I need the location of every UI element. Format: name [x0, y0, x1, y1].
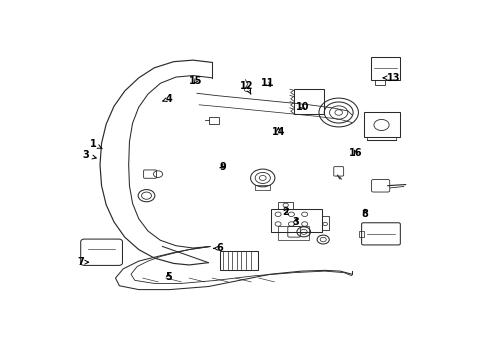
Bar: [294, 89, 324, 114]
Bar: [322, 216, 329, 230]
Text: 9: 9: [219, 162, 226, 172]
Text: 3: 3: [82, 150, 96, 161]
Text: 13: 13: [383, 73, 400, 83]
Text: 15: 15: [189, 76, 203, 86]
Text: 3: 3: [292, 217, 299, 227]
Bar: [278, 202, 294, 209]
Text: 6: 6: [214, 243, 223, 253]
Bar: [364, 112, 399, 138]
Text: 12: 12: [240, 81, 253, 94]
Text: 4: 4: [163, 94, 173, 104]
Text: 2: 2: [282, 207, 289, 217]
Bar: [359, 231, 364, 237]
Text: 11: 11: [261, 78, 274, 89]
Text: 1: 1: [90, 139, 102, 149]
Bar: [278, 226, 309, 240]
Bar: [375, 80, 385, 85]
Bar: [220, 251, 258, 270]
Text: 5: 5: [165, 273, 172, 283]
Text: 16: 16: [349, 148, 362, 158]
Bar: [371, 57, 400, 80]
Text: 8: 8: [362, 209, 368, 219]
Bar: [270, 209, 322, 232]
Text: 14: 14: [272, 127, 285, 137]
Text: 10: 10: [295, 102, 309, 112]
Text: 7: 7: [77, 257, 89, 267]
